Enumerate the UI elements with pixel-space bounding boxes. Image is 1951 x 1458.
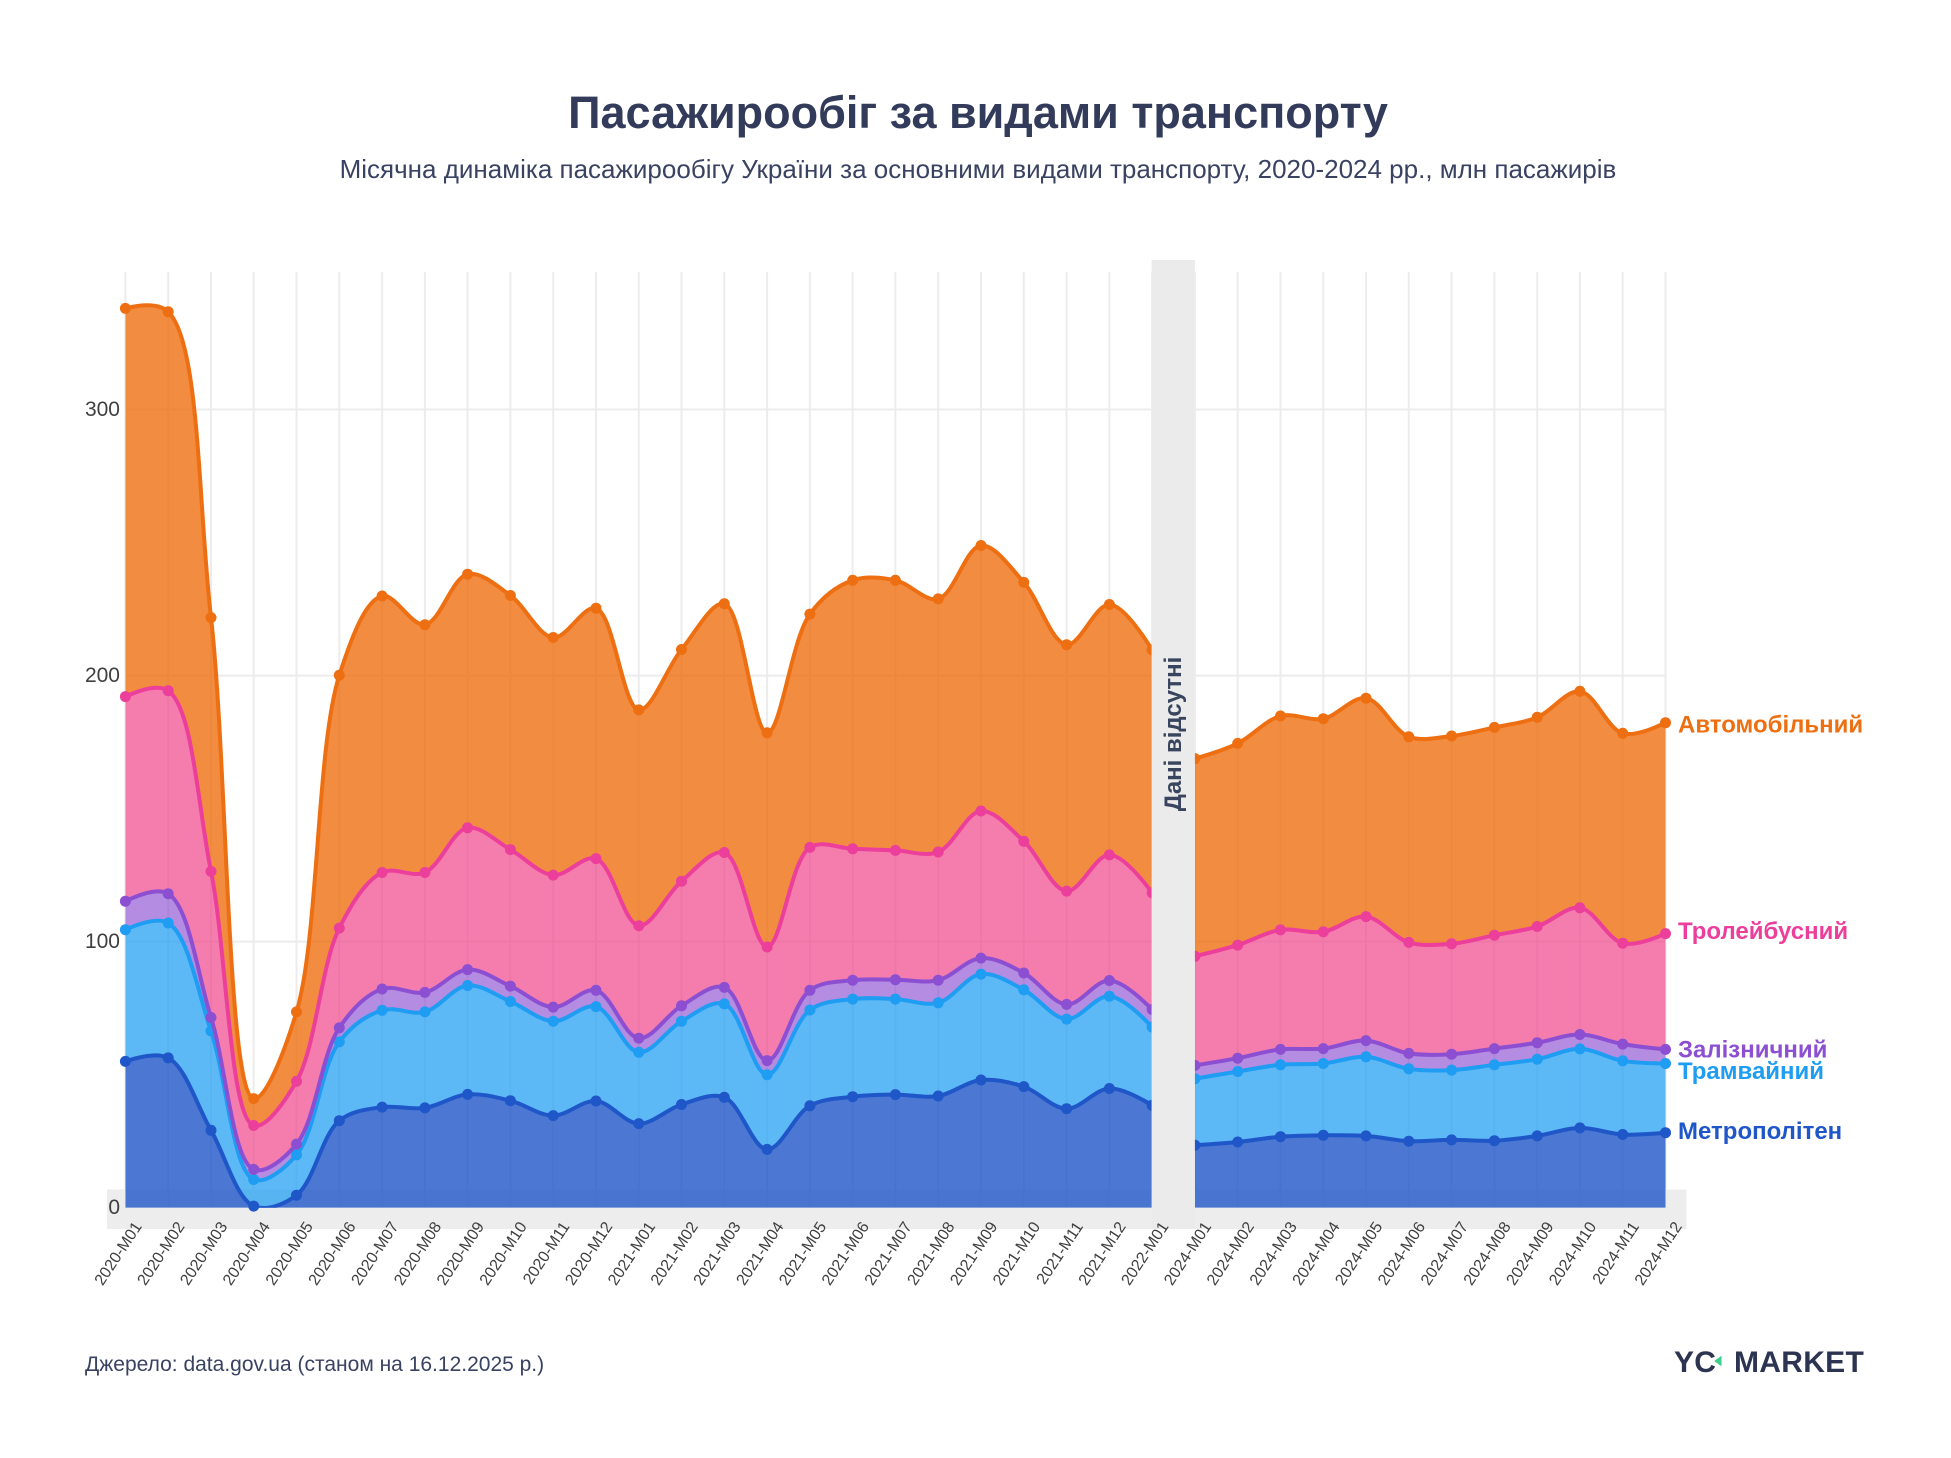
svg-text:300: 300 — [85, 398, 120, 421]
svg-text:Метрополітен: Метрополітен — [1678, 1118, 1842, 1145]
svg-text:Пасажирообіг за видами транспо: Пасажирообіг за видами транспорту — [568, 87, 1388, 138]
svg-text:Трамвайний: Трамвайний — [1678, 1058, 1824, 1085]
svg-text:Тролейбусний: Тролейбусний — [1678, 918, 1848, 945]
svg-text:MARKET: MARKET — [1734, 1346, 1864, 1379]
svg-text:Залізничний: Залізничний — [1678, 1037, 1827, 1064]
svg-text:Дані відсутні: Дані відсутні — [1160, 657, 1187, 812]
svg-text:0: 0 — [108, 1196, 120, 1219]
svg-text:Місячна динаміка пасажирообігу: Місячна динаміка пасажирообігу України з… — [340, 154, 1617, 184]
svg-text:200: 200 — [85, 664, 120, 687]
svg-text:YC: YC — [1674, 1346, 1716, 1379]
svg-text:Джерело: data.gov.ua (станом н: Джерело: data.gov.ua (станом на 16.12.20… — [85, 1353, 544, 1376]
svg-text:Автомобільний: Автомобільний — [1678, 712, 1863, 739]
svg-text:100: 100 — [85, 930, 120, 953]
